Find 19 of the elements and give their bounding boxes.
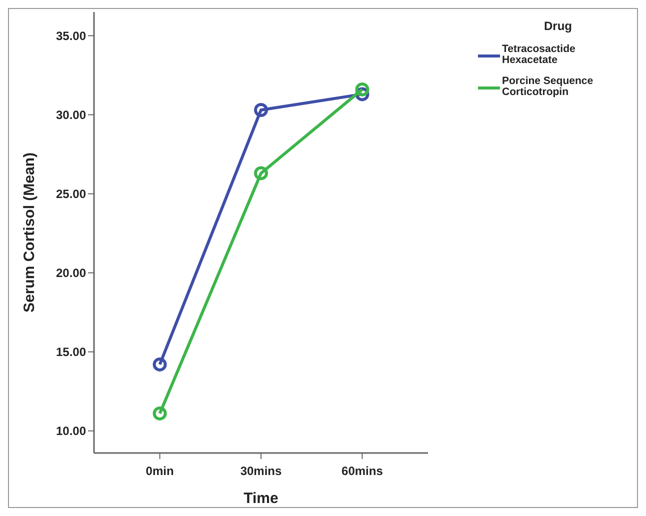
x-tick-label: 30mins bbox=[240, 464, 282, 478]
legend-label: Tetracosactide Hexacetate bbox=[502, 43, 576, 66]
y-tick-label: 10.00 bbox=[56, 424, 86, 438]
x-tick-label: 60mins bbox=[342, 464, 384, 478]
y-tick-label: 25.00 bbox=[56, 186, 86, 201]
y-tick-label: 20.00 bbox=[56, 266, 86, 280]
y-tick-label: 35.00 bbox=[56, 28, 86, 43]
point bbox=[152, 357, 167, 372]
x-axis-title: Time bbox=[244, 490, 278, 507]
x-tick-label: 0min bbox=[146, 464, 174, 478]
point bbox=[254, 166, 268, 180]
y-tick-label: 30.00 bbox=[56, 108, 86, 122]
point bbox=[254, 103, 268, 117]
point bbox=[355, 82, 370, 96]
legend-label: Porcine Sequence Corticotropin bbox=[502, 75, 594, 98]
y-axis-title: Serum Cortisol (Mean) bbox=[21, 152, 38, 313]
point bbox=[152, 406, 167, 420]
legend-title: Drug bbox=[544, 19, 572, 33]
y-tick-label: 15.00 bbox=[56, 345, 86, 360]
